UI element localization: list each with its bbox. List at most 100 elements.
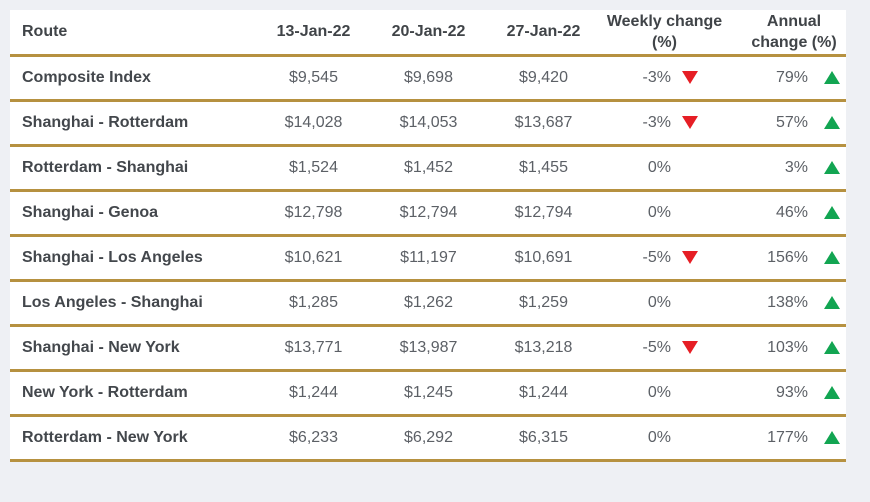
table-row: Shanghai - New York $13,771 $13,987 $13,218… [10,325,846,372]
rate-cell-13-jan: $6,233 [256,415,371,462]
weekly-change-cell: 0% [601,190,728,237]
arrow-slot [808,341,840,354]
weekly-change-cell: -5% [601,325,728,372]
annual-change-cell: 138% [728,280,846,327]
change-value: -5% [642,338,671,356]
annual-change-cell: 3% [728,145,846,192]
annual-change-cell: 156% [728,235,846,282]
arrow-slot [808,116,840,129]
rate-cell-20-jan: $6,292 [371,415,486,462]
annual-change: 79% [728,69,846,87]
route-cell: Shanghai - Los Angeles [10,235,256,282]
rate-cell-27-jan: $10,691 [486,235,601,282]
table-row: Shanghai - Los Angeles $10,621 $11,197 $10,… [10,235,846,282]
annual-change-cell: 93% [728,370,846,417]
rate-cell-27-jan: $6,315 [486,415,601,462]
annual-change: 46% [728,204,846,222]
up-triangle-icon [824,161,840,174]
change-value: 103% [767,338,808,356]
change-value: 0% [647,158,671,176]
arrow-slot [671,251,698,264]
arrow-slot [671,116,698,129]
weekly-change: -3% [601,69,728,87]
table-row: Shanghai - Genoa $12,798 $12,794 $12,794 0% 4… [10,190,846,237]
route-cell: Shanghai - Genoa [10,190,256,237]
rate-cell-27-jan: $1,455 [486,145,601,192]
weekly-change-cell: 0% [601,370,728,417]
rate-cell-27-jan: $9,420 [486,55,601,102]
arrow-slot [808,206,840,219]
column-header-27-jan-22: 27-Jan-22 [486,10,601,57]
weekly-change-cell: -3% [601,55,728,102]
annual-change-cell: 177% [728,415,846,462]
annual-change-cell: 103% [728,325,846,372]
arrow-slot [808,251,840,264]
annual-change-cell: 57% [728,100,846,147]
weekly-change: -3% [601,114,728,132]
rate-cell-13-jan: $10,621 [256,235,371,282]
rate-cell-20-jan: $11,197 [371,235,486,282]
column-header-annual-change: Annual change (%) [728,10,846,57]
route-cell: New York - Rotterdam [10,370,256,417]
annual-change: 93% [728,384,846,402]
rate-cell-13-jan: $1,244 [256,370,371,417]
up-triangle-icon [824,341,840,354]
rate-cell-20-jan: $9,698 [371,55,486,102]
up-triangle-icon [824,71,840,84]
change-value: 138% [767,293,808,311]
change-value: 0% [647,428,671,446]
column-header-13-jan-22: 13-Jan-22 [256,10,371,57]
arrow-slot [671,341,698,354]
rate-cell-13-jan: $9,545 [256,55,371,102]
arrow-slot [808,386,840,399]
table-row: Rotterdam - New York $6,233 $6,292 $6,315 0%… [10,415,846,462]
change-value: -5% [642,248,671,266]
rate-cell-27-jan: $1,244 [486,370,601,417]
weekly-change-cell: -3% [601,100,728,147]
change-value: 93% [775,383,808,401]
down-triangle-icon [682,341,698,354]
annual-change: 103% [728,339,846,357]
annual-change-cell: 79% [728,55,846,102]
rate-cell-13-jan: $14,028 [256,100,371,147]
weekly-change: -5% [601,249,728,267]
rate-cell-27-jan: $12,794 [486,190,601,237]
change-value: 79% [775,68,808,86]
down-triangle-icon [682,251,698,264]
change-value: 156% [767,248,808,266]
table-row: Composite Index $9,545 $9,698 $9,420 -3% 79% [10,55,846,102]
freight-rates-table: Route 13-Jan-22 20-Jan-22 27-Jan-22 Week… [10,10,846,462]
annual-change: 3% [728,159,846,177]
up-triangle-icon [824,206,840,219]
down-triangle-icon [682,71,698,84]
arrow-slot [671,71,698,84]
rate-cell-13-jan: $1,285 [256,280,371,327]
change-value: 57% [775,113,808,131]
header-row: Route 13-Jan-22 20-Jan-22 27-Jan-22 Week… [10,10,846,57]
route-cell: Los Angeles - Shanghai [10,280,256,327]
table-row: Rotterdam - Shanghai $1,524 $1,452 $1,455 0%… [10,145,846,192]
up-triangle-icon [824,431,840,444]
table-row: Shanghai - Rotterdam $14,028 $14,053 $13,68… [10,100,846,147]
change-value: 0% [647,293,671,311]
weekly-change-cell: 0% [601,145,728,192]
weekly-change: 0% [601,384,728,402]
rate-cell-27-jan: $13,218 [486,325,601,372]
rate-cell-27-jan: $1,259 [486,280,601,327]
route-cell: Shanghai - Rotterdam [10,100,256,147]
arrow-slot [808,296,840,309]
rate-cell-20-jan: $1,245 [371,370,486,417]
weekly-change-cell: -5% [601,235,728,282]
up-triangle-icon [824,296,840,309]
table-body: Composite Index $9,545 $9,698 $9,420 -3% 79% S… [10,55,846,462]
route-cell: Rotterdam - Shanghai [10,145,256,192]
table-row: New York - Rotterdam $1,244 $1,245 $1,244 0%… [10,370,846,417]
rate-cell-20-jan: $14,053 [371,100,486,147]
rate-cell-20-jan: $13,987 [371,325,486,372]
change-value: -3% [642,113,671,131]
arrow-slot [808,161,840,174]
arrow-slot [808,431,840,444]
weekly-change: 0% [601,294,728,312]
annual-change: 156% [728,249,846,267]
arrow-slot [808,71,840,84]
